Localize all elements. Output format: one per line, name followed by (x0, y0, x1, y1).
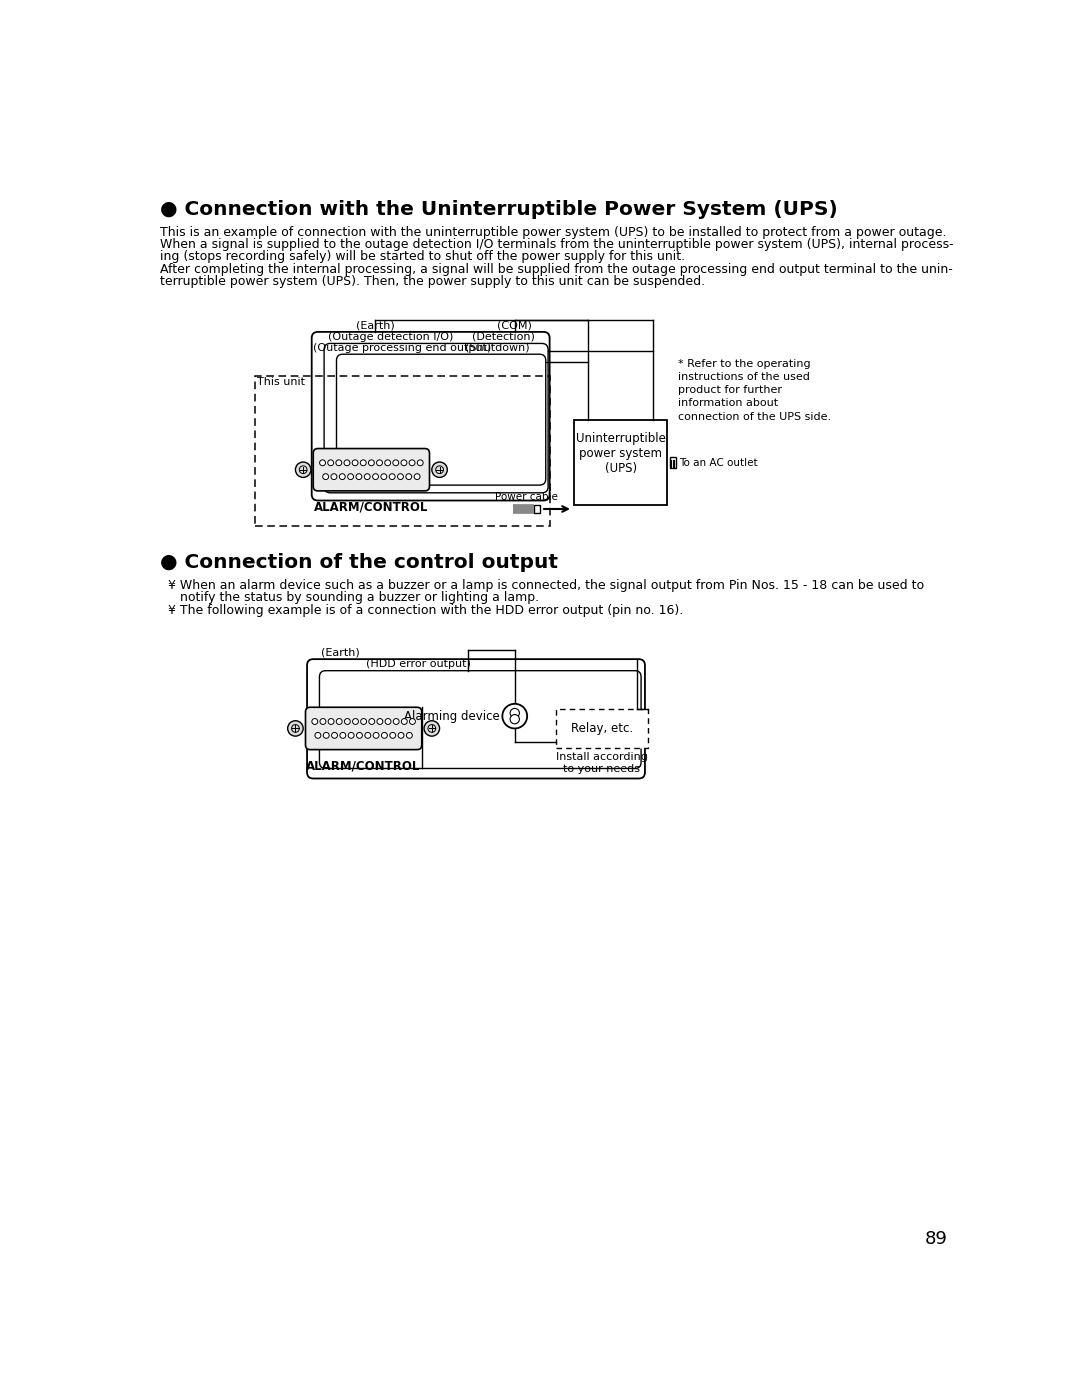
Circle shape (373, 474, 378, 480)
Circle shape (368, 719, 375, 725)
Text: Power cable: Power cable (495, 492, 557, 502)
Text: This is an example of connection with the uninterruptible power system (UPS) to : This is an example of connection with th… (160, 225, 946, 239)
Circle shape (393, 460, 399, 466)
Circle shape (409, 719, 416, 725)
Circle shape (409, 460, 415, 466)
Text: Alarming device: Alarming device (404, 709, 499, 723)
Circle shape (352, 460, 359, 466)
Text: notify the status by sounding a buzzer or lighting a lamp.: notify the status by sounding a buzzer o… (167, 592, 539, 604)
Text: (COM): (COM) (497, 320, 532, 330)
Circle shape (510, 708, 519, 718)
Text: ¥ When an alarm device such as a buzzer or a lamp is connected, the signal outpu: ¥ When an alarm device such as a buzzer … (167, 579, 923, 592)
Circle shape (428, 725, 435, 732)
Circle shape (356, 733, 363, 739)
Text: ¥ The following example is of a connection with the HDD error output (pin no. 16: ¥ The following example is of a connecti… (167, 604, 683, 617)
Circle shape (364, 474, 370, 480)
Circle shape (361, 460, 366, 466)
Text: ● Connection with the Uninterruptible Power System (UPS): ● Connection with the Uninterruptible Po… (160, 200, 838, 220)
Text: ing (stops recording safely) will be started to shut off the power supply for th: ing (stops recording safely) will be sta… (160, 250, 685, 263)
Circle shape (374, 733, 379, 739)
Text: ALARM/CONTROL: ALARM/CONTROL (307, 760, 421, 772)
Text: Uninterruptible
power system
(UPS): Uninterruptible power system (UPS) (576, 432, 666, 476)
Circle shape (336, 460, 341, 466)
Text: Relay, etc.: Relay, etc. (571, 722, 633, 734)
Circle shape (381, 474, 387, 480)
Circle shape (323, 733, 329, 739)
Circle shape (339, 474, 346, 480)
Text: When a signal is supplied to the outage detection I/O terminals from the uninter: When a signal is supplied to the outage … (160, 238, 954, 250)
FancyBboxPatch shape (556, 709, 648, 747)
Circle shape (365, 733, 370, 739)
FancyBboxPatch shape (313, 449, 430, 491)
FancyBboxPatch shape (670, 457, 676, 469)
Circle shape (402, 719, 407, 725)
Circle shape (299, 466, 307, 474)
Circle shape (417, 460, 423, 466)
Circle shape (348, 733, 354, 739)
Circle shape (361, 719, 366, 725)
Circle shape (390, 733, 395, 739)
Circle shape (384, 460, 391, 466)
Text: After completing the internal processing, a signal will be supplied from the out: After completing the internal processing… (160, 263, 953, 276)
Text: (Earth): (Earth) (321, 648, 360, 658)
Circle shape (414, 474, 420, 480)
FancyBboxPatch shape (535, 505, 540, 513)
Circle shape (328, 719, 334, 725)
Circle shape (510, 715, 519, 723)
Text: This unit: This unit (257, 378, 306, 388)
Text: (Earth): (Earth) (356, 320, 394, 330)
Circle shape (377, 460, 382, 466)
Circle shape (323, 474, 328, 480)
Circle shape (377, 719, 382, 725)
Text: ALARM/CONTROL: ALARM/CONTROL (314, 501, 429, 513)
Circle shape (432, 462, 447, 477)
Circle shape (397, 474, 404, 480)
Circle shape (345, 460, 350, 466)
Text: ● Connection of the control output: ● Connection of the control output (160, 553, 557, 572)
Text: (Outage detection I/O): (Outage detection I/O) (328, 332, 454, 341)
FancyBboxPatch shape (306, 708, 422, 750)
Circle shape (386, 719, 391, 725)
Circle shape (352, 719, 359, 725)
Circle shape (399, 733, 404, 739)
Circle shape (368, 460, 375, 466)
Circle shape (502, 704, 527, 729)
Text: (Shutdown): (Shutdown) (465, 343, 530, 353)
Circle shape (406, 733, 413, 739)
Text: To an AC outlet: To an AC outlet (679, 457, 758, 467)
Circle shape (389, 474, 395, 480)
Text: Install according
to your needs: Install according to your needs (556, 753, 648, 774)
Text: (HDD error output): (HDD error output) (366, 659, 471, 669)
Circle shape (401, 460, 407, 466)
Circle shape (356, 474, 362, 480)
FancyBboxPatch shape (575, 421, 667, 505)
Text: 89: 89 (924, 1231, 947, 1248)
Circle shape (435, 466, 444, 474)
Circle shape (296, 462, 311, 477)
Circle shape (315, 733, 321, 739)
Circle shape (340, 733, 346, 739)
Text: terruptible power system (UPS). Then, the power supply to this unit can be suspe: terruptible power system (UPS). Then, th… (160, 276, 705, 288)
Circle shape (406, 474, 411, 480)
Circle shape (292, 725, 299, 732)
Circle shape (312, 719, 318, 725)
Circle shape (381, 733, 388, 739)
Circle shape (393, 719, 400, 725)
Text: (Detection): (Detection) (472, 332, 535, 341)
Text: * Refer to the operating
instructions of the used
product for further
informatio: * Refer to the operating instructions of… (677, 358, 831, 421)
Text: (Outage processing end output): (Outage processing end output) (313, 343, 491, 353)
Circle shape (424, 720, 440, 736)
Circle shape (320, 460, 325, 466)
Circle shape (320, 719, 326, 725)
Circle shape (348, 474, 353, 480)
Circle shape (336, 719, 342, 725)
Circle shape (287, 720, 303, 736)
Circle shape (330, 474, 337, 480)
Circle shape (332, 733, 337, 739)
Circle shape (345, 719, 350, 725)
Circle shape (327, 460, 334, 466)
